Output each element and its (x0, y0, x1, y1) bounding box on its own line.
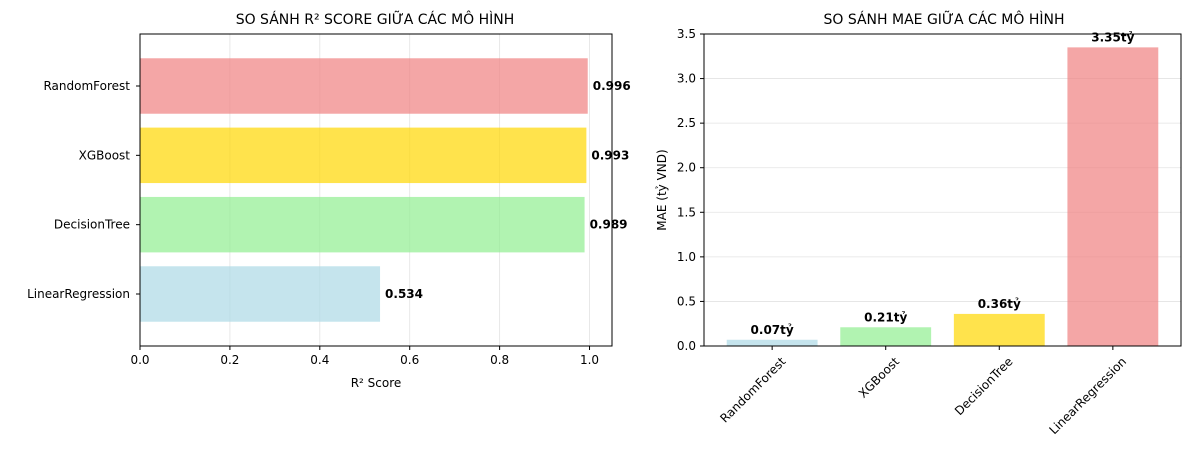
r2-category-label: XGBoost (79, 148, 131, 162)
mae-chart: SO SÁNH MAE GIỮA CÁC MÔ HÌNH 0.07tỷ 0.21t… (655, 10, 1182, 437)
mae-plot-frame (703, 33, 1182, 347)
r2-plot-frame (139, 33, 613, 347)
r2-x-tick-label: 0.4 (310, 353, 329, 367)
r2-x-axis-label: R² Score (351, 376, 402, 390)
r2-data-label: 0.993 (591, 148, 629, 162)
mae-category-label: DecisionTree (952, 354, 1016, 418)
r2-category-label: DecisionTree (54, 218, 130, 232)
mae-chart-title: SO SÁNH MAE GIỮA CÁC MÔ HÌNH (823, 10, 1064, 28)
r2-data-label: 0.534 (385, 287, 423, 301)
mae-y-tick-label: 3.0 (677, 72, 696, 86)
r2-x-tick-label: 0.2 (220, 353, 239, 367)
mae-category-label: XGBoost (856, 354, 902, 400)
mae-bar (953, 313, 1045, 346)
mae-data-label: 3.35tỷ (1091, 30, 1134, 44)
r2-data-label: 0.989 (590, 218, 628, 232)
r2-x-tick-label: 1.0 (580, 353, 599, 367)
mae-bar (840, 327, 932, 346)
r2-bar (140, 196, 585, 253)
mae-y-tick-label: 3.5 (677, 27, 696, 41)
mae-y-tick-label: 1.0 (677, 250, 696, 264)
mae-y-tick-label: 0.0 (677, 339, 696, 353)
mae-category-label: RandomForest (717, 354, 788, 425)
mae-data-label: 0.21tỷ (864, 310, 907, 324)
mae-category-label: LinearRegression (1047, 354, 1130, 437)
mae-bar (726, 339, 818, 346)
mae-y-tick-label: 2.5 (677, 116, 696, 130)
r2-bar (140, 58, 588, 114)
mae-bar (1067, 47, 1159, 346)
r2-category-label: RandomForest (43, 79, 130, 93)
r2-score-chart: SO SÁNH R² SCORE GIỮA CÁC MÔ HÌNH 0.534 0… (27, 10, 631, 390)
mae-y-tick-label: 0.5 (677, 294, 696, 308)
r2-bar (140, 127, 587, 184)
r2-x-tick-label: 0.8 (490, 353, 509, 367)
r2-x-tick-label: 0.0 (130, 353, 149, 367)
mae-y-axis-label: MAE (tỷ VND) (655, 149, 669, 230)
r2-category-label: LinearRegression (27, 287, 130, 301)
mae-data-label: 0.36tỷ (978, 297, 1021, 311)
r2-x-tick-label: 0.6 (400, 353, 419, 367)
r2-chart-title: SO SÁNH R² SCORE GIỮA CÁC MÔ HÌNH (236, 10, 515, 28)
mae-y-tick-label: 2.0 (677, 161, 696, 175)
r2-bar (140, 266, 381, 322)
mae-y-tick-label: 1.5 (677, 205, 696, 219)
mae-data-label: 0.07tỷ (751, 323, 794, 337)
